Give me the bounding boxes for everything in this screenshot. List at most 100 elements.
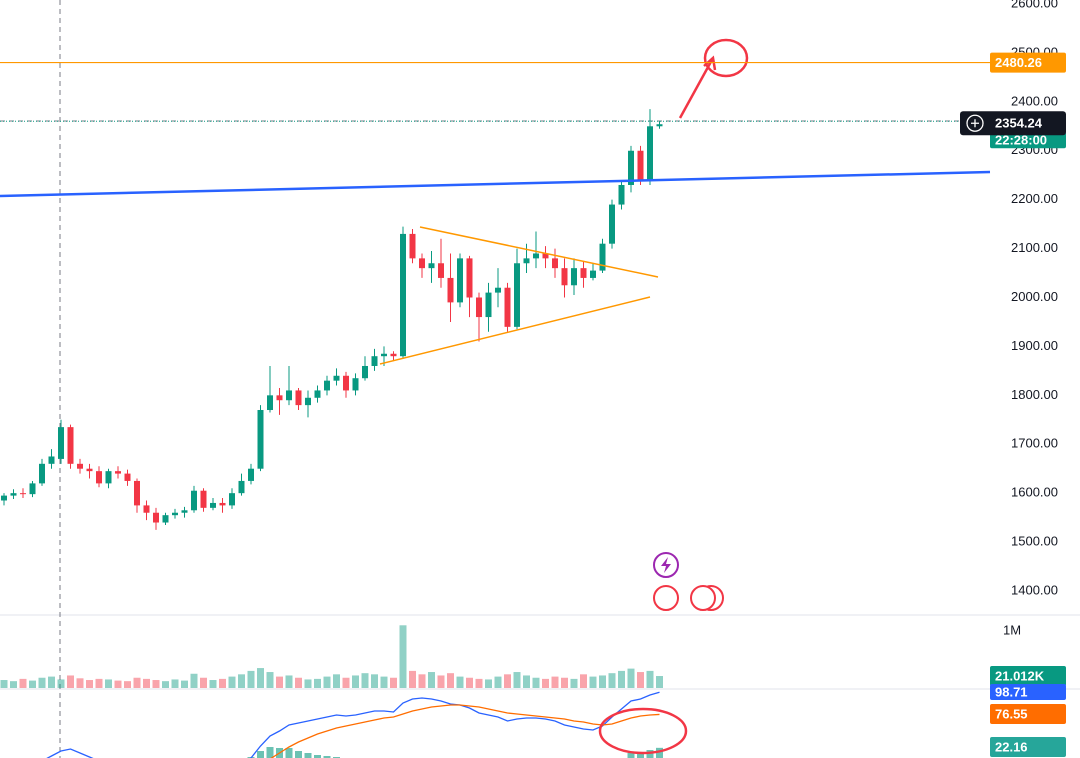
volume-bar (247, 670, 255, 688)
candle-body (219, 502, 226, 506)
candle-body (1, 495, 7, 501)
candle-body (371, 356, 378, 366)
volume-bar (48, 676, 55, 688)
flag-icon[interactable] (690, 585, 716, 611)
candle-body (210, 502, 216, 508)
volume-bar (551, 676, 559, 688)
candle-body (115, 471, 121, 474)
y-tick-label: 1600.00 (1011, 485, 1058, 500)
candle-body (314, 390, 321, 398)
candle-body (514, 263, 520, 327)
alert-price-label: 2480.26 (995, 55, 1042, 70)
candle-body (200, 490, 207, 508)
macd-histogram (257, 751, 264, 758)
volume-bar (618, 670, 625, 688)
volume-bar (190, 673, 198, 688)
y-tick-label: 1500.00 (1011, 534, 1058, 549)
candle-body (590, 270, 596, 278)
volume-bar (371, 674, 378, 688)
candle-body (580, 268, 587, 278)
volume-bar (475, 678, 483, 688)
candle-body (466, 258, 473, 298)
main-pane (1, 109, 663, 530)
volume-bar (10, 681, 17, 688)
volume-bar (304, 679, 312, 688)
volume-label: 21.012K (995, 668, 1045, 683)
hist-label: 22.16 (995, 739, 1028, 754)
lightning (661, 557, 671, 573)
candle-body (352, 378, 359, 391)
triangle-upper (419, 226, 659, 278)
drawings (0, 38, 991, 755)
volume-bar (380, 676, 388, 688)
y-tick-label: 1700.00 (1011, 436, 1058, 451)
y-tick-label: 2000.00 (1011, 289, 1058, 304)
macd-histogram (266, 747, 274, 758)
macd-pane (46, 691, 663, 758)
volume-bar (570, 678, 578, 688)
volume-bar (580, 674, 587, 688)
candle-body (476, 297, 482, 318)
volume-bar (266, 672, 274, 688)
volume-bar (105, 679, 112, 688)
volume-bar (637, 672, 644, 688)
volume-bar (86, 680, 93, 688)
candle-body (267, 395, 273, 411)
candle-body (504, 287, 511, 327)
volume-bar (285, 675, 293, 688)
candle-body (457, 258, 463, 303)
volume-bar (228, 676, 236, 688)
volume-bar (295, 677, 302, 688)
candle-body (628, 150, 634, 185)
volume-bar (646, 670, 654, 688)
candle-body (191, 490, 197, 511)
last-price-bg (960, 111, 1066, 136)
volume-bar (599, 675, 606, 688)
macd-histogram (323, 756, 331, 758)
candle-body (485, 292, 492, 318)
signal-line (270, 704, 660, 758)
candle-body (419, 258, 425, 269)
candle-body (533, 253, 539, 259)
candle-body (428, 263, 435, 269)
candle-body (400, 233, 406, 357)
y-tick-label: 1800.00 (1011, 387, 1058, 402)
volume-bar (542, 678, 549, 688)
volume-bar (133, 677, 141, 688)
volume-bar (561, 677, 568, 688)
volume-bar (323, 676, 331, 688)
candle-body (172, 512, 178, 516)
candle-body (561, 268, 568, 286)
volume-bar (504, 674, 511, 688)
volume-bar (29, 680, 36, 688)
volume-bar (257, 668, 264, 688)
candle-body (390, 353, 397, 357)
candle-body (124, 473, 131, 481)
add-alert-button[interactable] (966, 114, 984, 132)
countdown-label: 22:28:00 (995, 133, 1047, 148)
candle-body (438, 263, 444, 278)
volume-bar (428, 672, 435, 688)
macd-histogram (304, 753, 312, 758)
volume-bar (447, 673, 454, 688)
y-tick-label: 2400.00 (1011, 93, 1058, 108)
volume-bar (494, 676, 502, 688)
candle-body (134, 480, 140, 506)
candle-body (39, 463, 45, 484)
volume-bar (352, 675, 359, 688)
volume-bar (95, 678, 103, 688)
volume-bar (209, 680, 217, 688)
trend-line (0, 170, 991, 198)
volume-bar (124, 681, 131, 688)
macd-histogram (646, 750, 654, 758)
macd-histogram (627, 753, 635, 758)
volume-bar (0, 680, 8, 688)
candle-body (162, 515, 169, 523)
last-price-label: 2354.24 (995, 116, 1043, 131)
macd-histogram (637, 753, 644, 758)
flag-icon[interactable] (653, 585, 679, 611)
candle-body (343, 375, 349, 391)
candle-body (153, 512, 159, 523)
volume-bar (162, 681, 169, 688)
